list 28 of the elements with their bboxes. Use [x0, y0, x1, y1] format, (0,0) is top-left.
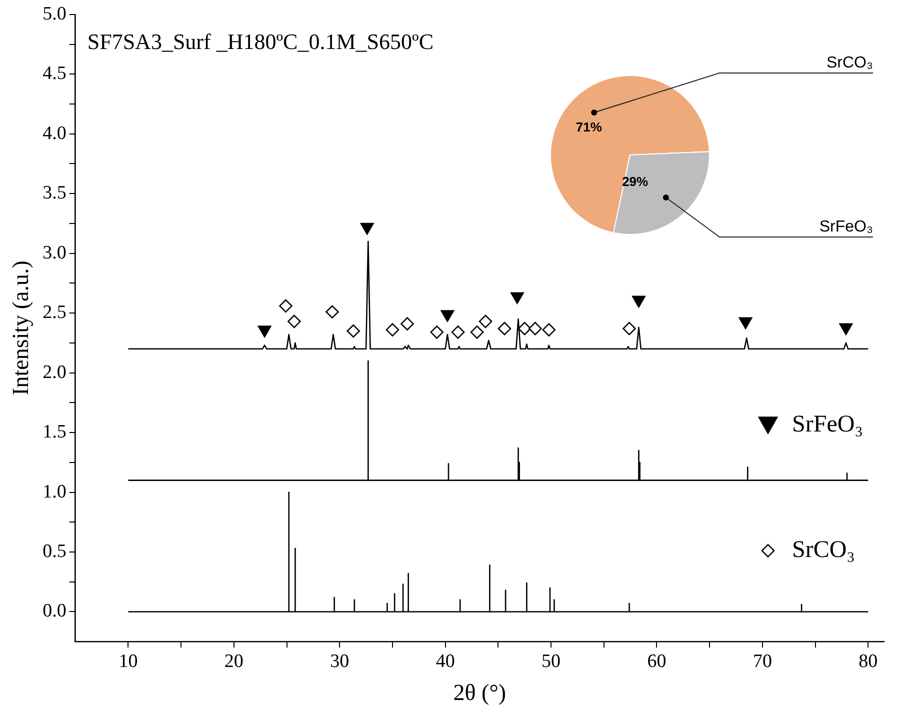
x-tick-label: 30: [330, 650, 350, 672]
y-tick-label: 3.5: [42, 182, 66, 204]
slice-label: SrFeO₃: [819, 218, 873, 236]
x-tick-label: 50: [542, 650, 561, 672]
x-tick-label: 70: [752, 650, 772, 672]
x-tick-label: 80: [858, 650, 878, 672]
x-tick-label: 60: [647, 650, 666, 672]
data-label: 71%: [576, 119, 602, 134]
data-label: 29%: [622, 174, 649, 189]
text: SF7SA3_Surf _H180ºC_0.1M_S650ºC: [87, 29, 434, 54]
y-tick-label: 0.5: [42, 540, 66, 562]
x-tick-label: 10: [118, 650, 138, 672]
y-tick-label: 0.0: [42, 600, 66, 622]
y-tick-label: 1.5: [42, 422, 66, 443]
legend-label: SrCO₃: [792, 536, 856, 563]
y-tick-label: 5.0: [42, 3, 66, 24]
y-tick-label: 4.0: [42, 122, 66, 144]
y-tick-label: 1.0: [42, 481, 66, 502]
y-tick-label: 4.5: [42, 63, 66, 84]
y-tick-label: 2.5: [42, 302, 66, 324]
y-axis-title: Intensity (a.u.): [8, 260, 33, 396]
x-tick-label: 20: [224, 650, 244, 672]
legend-label: SrFeO₃: [792, 412, 864, 438]
y-tick-label: 2.0: [42, 362, 66, 383]
slice-label: SrCO₃: [826, 54, 873, 72]
y-tick-label: 3.0: [42, 242, 66, 264]
x-tick-label: 40: [436, 650, 455, 672]
x-axis-title: 2θ (°): [453, 680, 506, 706]
